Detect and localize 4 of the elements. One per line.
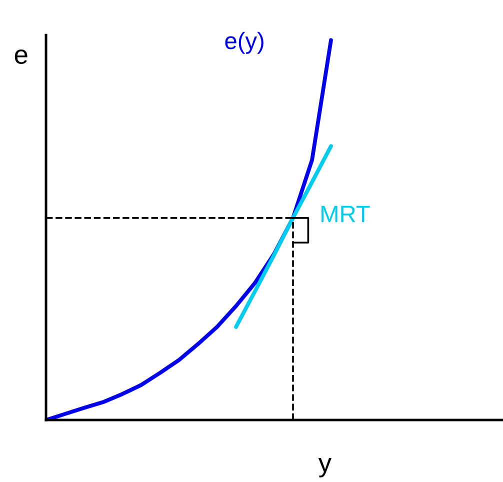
- series-label: MRT: [322, 206, 370, 222]
- y-axis-title: e: [14, 50, 28, 64]
- x-axis-title: y: [318, 458, 332, 478]
- text: e(y): [225, 32, 264, 54]
